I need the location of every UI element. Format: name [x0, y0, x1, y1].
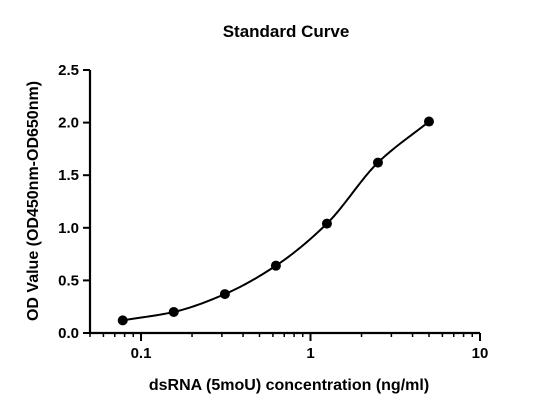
x-tick-label: 10 [472, 345, 489, 362]
x-tick-label: 1 [306, 345, 314, 362]
x-tick-label: 0.1 [131, 345, 152, 362]
y-axis-label: OD Value (OD450nm-OD650nm) [25, 81, 42, 321]
data-point [321, 218, 332, 229]
plot-area [117, 116, 434, 326]
data-point [423, 116, 434, 127]
y-tick-label: 2.0 [58, 115, 79, 132]
data-point [219, 289, 230, 300]
y-tick-label: 2.5 [58, 62, 79, 79]
axes: 0.0 0.5 1.0 1.5 2.0 2.5 0.1 1 10 [58, 62, 488, 362]
y-tick-label: 0.0 [58, 325, 79, 342]
data-point [117, 315, 128, 326]
data-point [372, 157, 383, 168]
chart-title: Standard Curve [223, 22, 350, 41]
data-point [270, 260, 281, 271]
y-tick-label: 1.5 [58, 167, 79, 184]
y-tick-label: 1.0 [58, 220, 79, 237]
data-point [168, 306, 179, 317]
x-axis-label: dsRNA (5moU) concentration (ng/ml) [149, 377, 429, 394]
fit-curve-line [122, 120, 430, 322]
y-tick-label: 0.5 [58, 272, 79, 289]
